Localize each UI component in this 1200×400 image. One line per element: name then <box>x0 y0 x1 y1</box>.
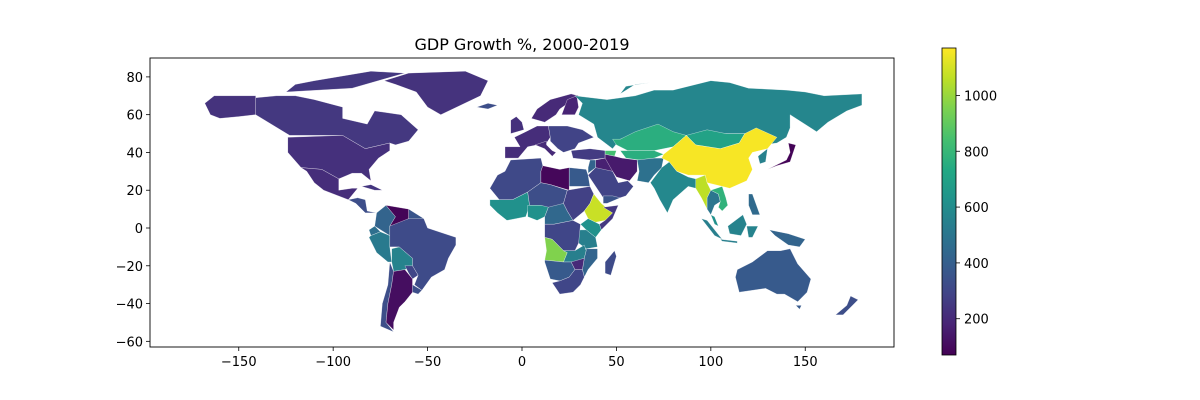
region-yemen <box>603 195 621 204</box>
region-levant <box>587 159 596 174</box>
region-finland <box>561 95 579 115</box>
region-new-guinea <box>768 229 806 248</box>
x-tick-label: −50 <box>414 355 441 370</box>
region-philippines <box>748 193 761 215</box>
y-tick-label: 60 <box>126 109 143 124</box>
y-tick-label: 0 <box>135 222 143 237</box>
region-borneo <box>727 214 747 236</box>
colorbar-tick-label: 800 <box>964 145 989 160</box>
region-new-zealand <box>835 295 859 316</box>
x-tick-label: 150 <box>793 355 818 370</box>
colorbar <box>941 47 957 356</box>
region-korea <box>757 148 768 164</box>
region-malay-peninsula <box>710 214 719 227</box>
region-mexico <box>301 167 359 200</box>
y-tick-label: 40 <box>126 146 143 161</box>
x-tick-label: −150 <box>221 355 257 370</box>
region-canadian-arctic <box>285 71 405 93</box>
y-axis: −60 −40 −20 0 20 40 60 80 <box>116 71 150 350</box>
region-sulawesi <box>746 225 759 238</box>
region-novaya-zemlya <box>620 82 651 95</box>
y-tick-label: 20 <box>126 184 143 199</box>
region-australia <box>735 248 812 302</box>
region-italy <box>534 140 557 157</box>
region-sumatra <box>700 218 723 240</box>
map-title: GDP Growth %, 2000-2019 <box>414 35 629 54</box>
x-tick-label: 100 <box>698 355 723 370</box>
region-canada <box>255 95 419 149</box>
y-tick-label: −40 <box>116 298 143 313</box>
region-afghanistan-pakistan <box>637 157 664 183</box>
region-cuba <box>361 184 383 191</box>
x-tick-label: 50 <box>608 355 625 370</box>
y-tick-label: −20 <box>116 260 143 275</box>
region-egypt <box>569 167 591 187</box>
region-central-asia <box>619 150 665 161</box>
colorbar-tick-label: 400 <box>964 257 989 272</box>
region-madagascar <box>604 250 617 276</box>
y-tick-label: −60 <box>116 335 143 350</box>
region-java <box>719 239 738 244</box>
x-tick-label: 0 <box>518 355 526 370</box>
colorbar-axis: 200 400 600 800 1000 <box>956 89 997 328</box>
region-south-africa <box>551 269 585 295</box>
region-arabian-peninsula <box>587 167 634 204</box>
region-china <box>661 127 778 189</box>
colorbar-tick-label: 600 <box>964 201 989 216</box>
region-vietnam-laos-cambodia <box>710 186 728 212</box>
region-west-africa <box>489 191 530 221</box>
region-eastern-europe <box>548 125 595 153</box>
region-paraguay <box>404 265 419 280</box>
region-uruguay <box>412 284 423 295</box>
region-alaska <box>204 95 256 119</box>
region-greenland <box>383 71 489 115</box>
region-central-america <box>347 197 377 214</box>
region-argentina <box>385 269 413 331</box>
region-japan <box>767 142 796 170</box>
y-tick-label: 80 <box>126 71 143 86</box>
region-turkey <box>570 148 606 161</box>
region-united-kingdom <box>510 116 525 134</box>
x-tick-label: −100 <box>315 355 351 370</box>
region-iceland <box>476 103 499 110</box>
region-kenya-uganda <box>580 218 602 238</box>
x-axis: −150 −100 −50 0 50 100 150 <box>221 347 818 370</box>
region-brazil <box>389 218 457 291</box>
country-regions <box>204 71 863 333</box>
region-tasmania <box>795 305 802 310</box>
colorbar-tick-label: 1000 <box>964 89 997 104</box>
colorbar-tick-label: 200 <box>964 313 989 328</box>
